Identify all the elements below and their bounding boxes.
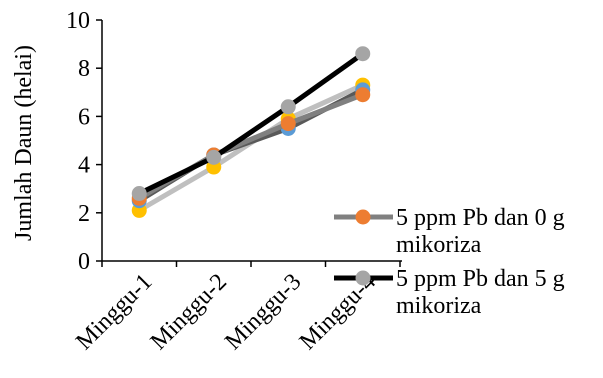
x-tick-label: Minggu-2: [146, 269, 232, 355]
data-point: [355, 46, 371, 62]
legend-label: mikoriza: [396, 232, 482, 258]
y-tick-label: 0: [78, 249, 90, 275]
legend-label: 5 ppm Pb dan 0 g: [396, 205, 565, 231]
legend-label: mikoriza: [396, 293, 482, 319]
y-axis: 0 2 4 6 8 10: [66, 8, 103, 275]
data-point: [131, 186, 147, 202]
series-1: [131, 77, 371, 218]
series-3: [131, 87, 371, 206]
legend-label: 5 ppm Pb dan 5 g: [396, 266, 565, 292]
data-point: [280, 99, 296, 115]
data-point: [280, 116, 296, 132]
legend-swatch-marker: [355, 209, 371, 225]
series-4: [131, 46, 371, 202]
y-tick-label: 8: [78, 56, 90, 82]
series-line: [138, 51, 365, 196]
y-axis-title: Jumlah Daun (helai): [11, 45, 37, 241]
series-layer: [131, 46, 371, 218]
y-tick-label: 10: [66, 8, 90, 34]
series-line: [137, 82, 364, 213]
x-tick-label: Minggu-1: [71, 269, 157, 355]
y-tick-label: 4: [78, 153, 90, 179]
data-point: [355, 87, 371, 103]
x-tick-label: Minggu-3: [220, 269, 306, 355]
y-tick-label: 6: [78, 104, 90, 130]
data-point: [206, 149, 222, 165]
y-tick-label: 2: [78, 201, 90, 227]
legend-swatch-marker: [355, 270, 371, 286]
